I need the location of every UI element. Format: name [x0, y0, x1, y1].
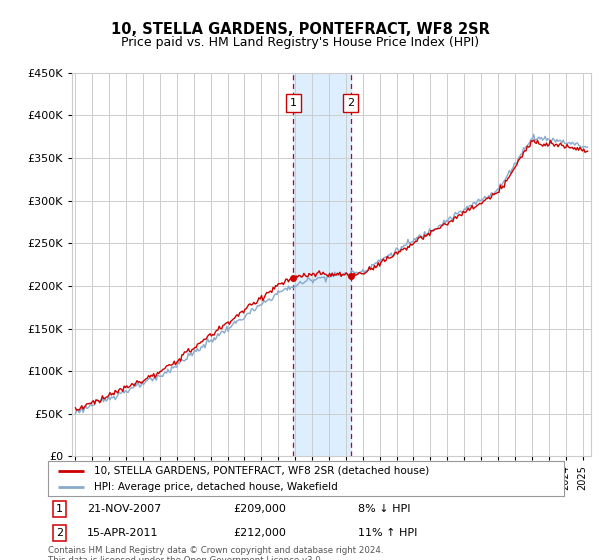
Text: Price paid vs. HM Land Registry's House Price Index (HPI): Price paid vs. HM Land Registry's House … [121, 36, 479, 49]
Text: Contains HM Land Registry data © Crown copyright and database right 2024.
This d: Contains HM Land Registry data © Crown c… [48, 546, 383, 560]
Text: 15-APR-2011: 15-APR-2011 [86, 528, 158, 538]
Text: 10, STELLA GARDENS, PONTEFRACT, WF8 2SR (detached house): 10, STELLA GARDENS, PONTEFRACT, WF8 2SR … [94, 465, 430, 475]
Text: 11% ↑ HPI: 11% ↑ HPI [358, 528, 417, 538]
Text: 8% ↓ HPI: 8% ↓ HPI [358, 503, 410, 514]
Text: HPI: Average price, detached house, Wakefield: HPI: Average price, detached house, Wake… [94, 482, 338, 492]
Text: 1: 1 [290, 97, 297, 108]
Text: 21-NOV-2007: 21-NOV-2007 [86, 503, 161, 514]
Bar [293, 73, 351, 456]
Text: 10, STELLA GARDENS, PONTEFRACT, WF8 2SR: 10, STELLA GARDENS, PONTEFRACT, WF8 2SR [110, 22, 490, 38]
Text: £212,000: £212,000 [234, 528, 287, 538]
Text: 2: 2 [347, 97, 355, 108]
Text: 1: 1 [56, 503, 63, 514]
Text: 2: 2 [56, 528, 63, 538]
Text: £209,000: £209,000 [234, 503, 287, 514]
